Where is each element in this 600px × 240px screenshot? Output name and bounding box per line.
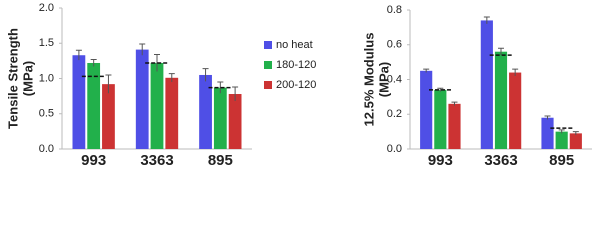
bar	[102, 84, 115, 149]
x-tick-label: 3363	[140, 152, 173, 169]
error-bar	[168, 73, 175, 83]
error-bar	[423, 68, 430, 73]
x-tick-label: 3363	[484, 152, 517, 169]
bar	[72, 55, 86, 149]
error-bar	[572, 131, 579, 136]
bar	[87, 62, 101, 149]
error-bar	[437, 87, 444, 92]
x-tick-label: 895	[549, 152, 574, 169]
y-tick-label: 0.0	[387, 143, 402, 155]
y-tick-label: 0.0	[39, 143, 54, 155]
y-tick-label: 0.5	[39, 108, 54, 120]
bar	[555, 131, 568, 149]
x-tick-label: 993	[81, 152, 106, 169]
bar	[494, 51, 508, 150]
error-bar	[544, 115, 551, 120]
legend-label: 200-120	[276, 79, 316, 91]
error-bar	[483, 16, 490, 24]
page: {"chart_data": [ {"type": "bar", "y_labe…	[5, 1, 592, 169]
bar	[213, 87, 227, 149]
bar	[509, 72, 522, 149]
error-bar	[498, 47, 504, 56]
legend-swatch	[264, 81, 272, 89]
y-tick-label: 1.5	[39, 37, 54, 49]
y-tick-label: 0.6	[387, 39, 402, 51]
y-tick-label: 0.2	[387, 108, 402, 120]
y-axis-label: (MPa)	[20, 61, 35, 96]
bar	[150, 62, 164, 149]
legend-label: no heat	[276, 39, 313, 51]
error-bar	[75, 49, 82, 61]
bar	[480, 20, 493, 149]
y-tick-label: 0.4	[387, 73, 402, 85]
legend-swatch	[264, 41, 272, 49]
y-axis-label: Tensile Strength	[5, 28, 20, 129]
bar	[420, 70, 433, 149]
y-tick-label: 2.0	[39, 2, 54, 14]
bar	[228, 94, 242, 149]
x-tick-label: 993	[428, 152, 453, 169]
bar	[434, 89, 447, 149]
error-bar	[232, 86, 239, 102]
y-tick-label: 1.0	[39, 72, 54, 84]
y-axis-label: 12.5% Modulus	[361, 33, 376, 127]
error-bar	[139, 43, 146, 56]
error-bar	[217, 81, 224, 94]
bar	[165, 77, 179, 149]
bar	[569, 133, 582, 149]
bar	[135, 49, 149, 149]
legend-label: 180-120	[276, 59, 316, 71]
y-axis-label: (MPa)	[376, 62, 391, 97]
error-bar	[451, 101, 458, 106]
error-bar	[512, 68, 519, 77]
bar	[199, 74, 212, 149]
legend-swatch	[264, 61, 272, 69]
bar	[541, 117, 554, 149]
error-bar	[154, 54, 160, 72]
y-tick-label: 0.8	[387, 4, 402, 16]
x-tick-label: 895	[208, 152, 233, 169]
error-bar	[558, 129, 565, 134]
error-bar	[105, 74, 112, 94]
bar	[448, 103, 461, 149]
error-bar	[202, 68, 209, 82]
error-bar	[90, 58, 97, 67]
